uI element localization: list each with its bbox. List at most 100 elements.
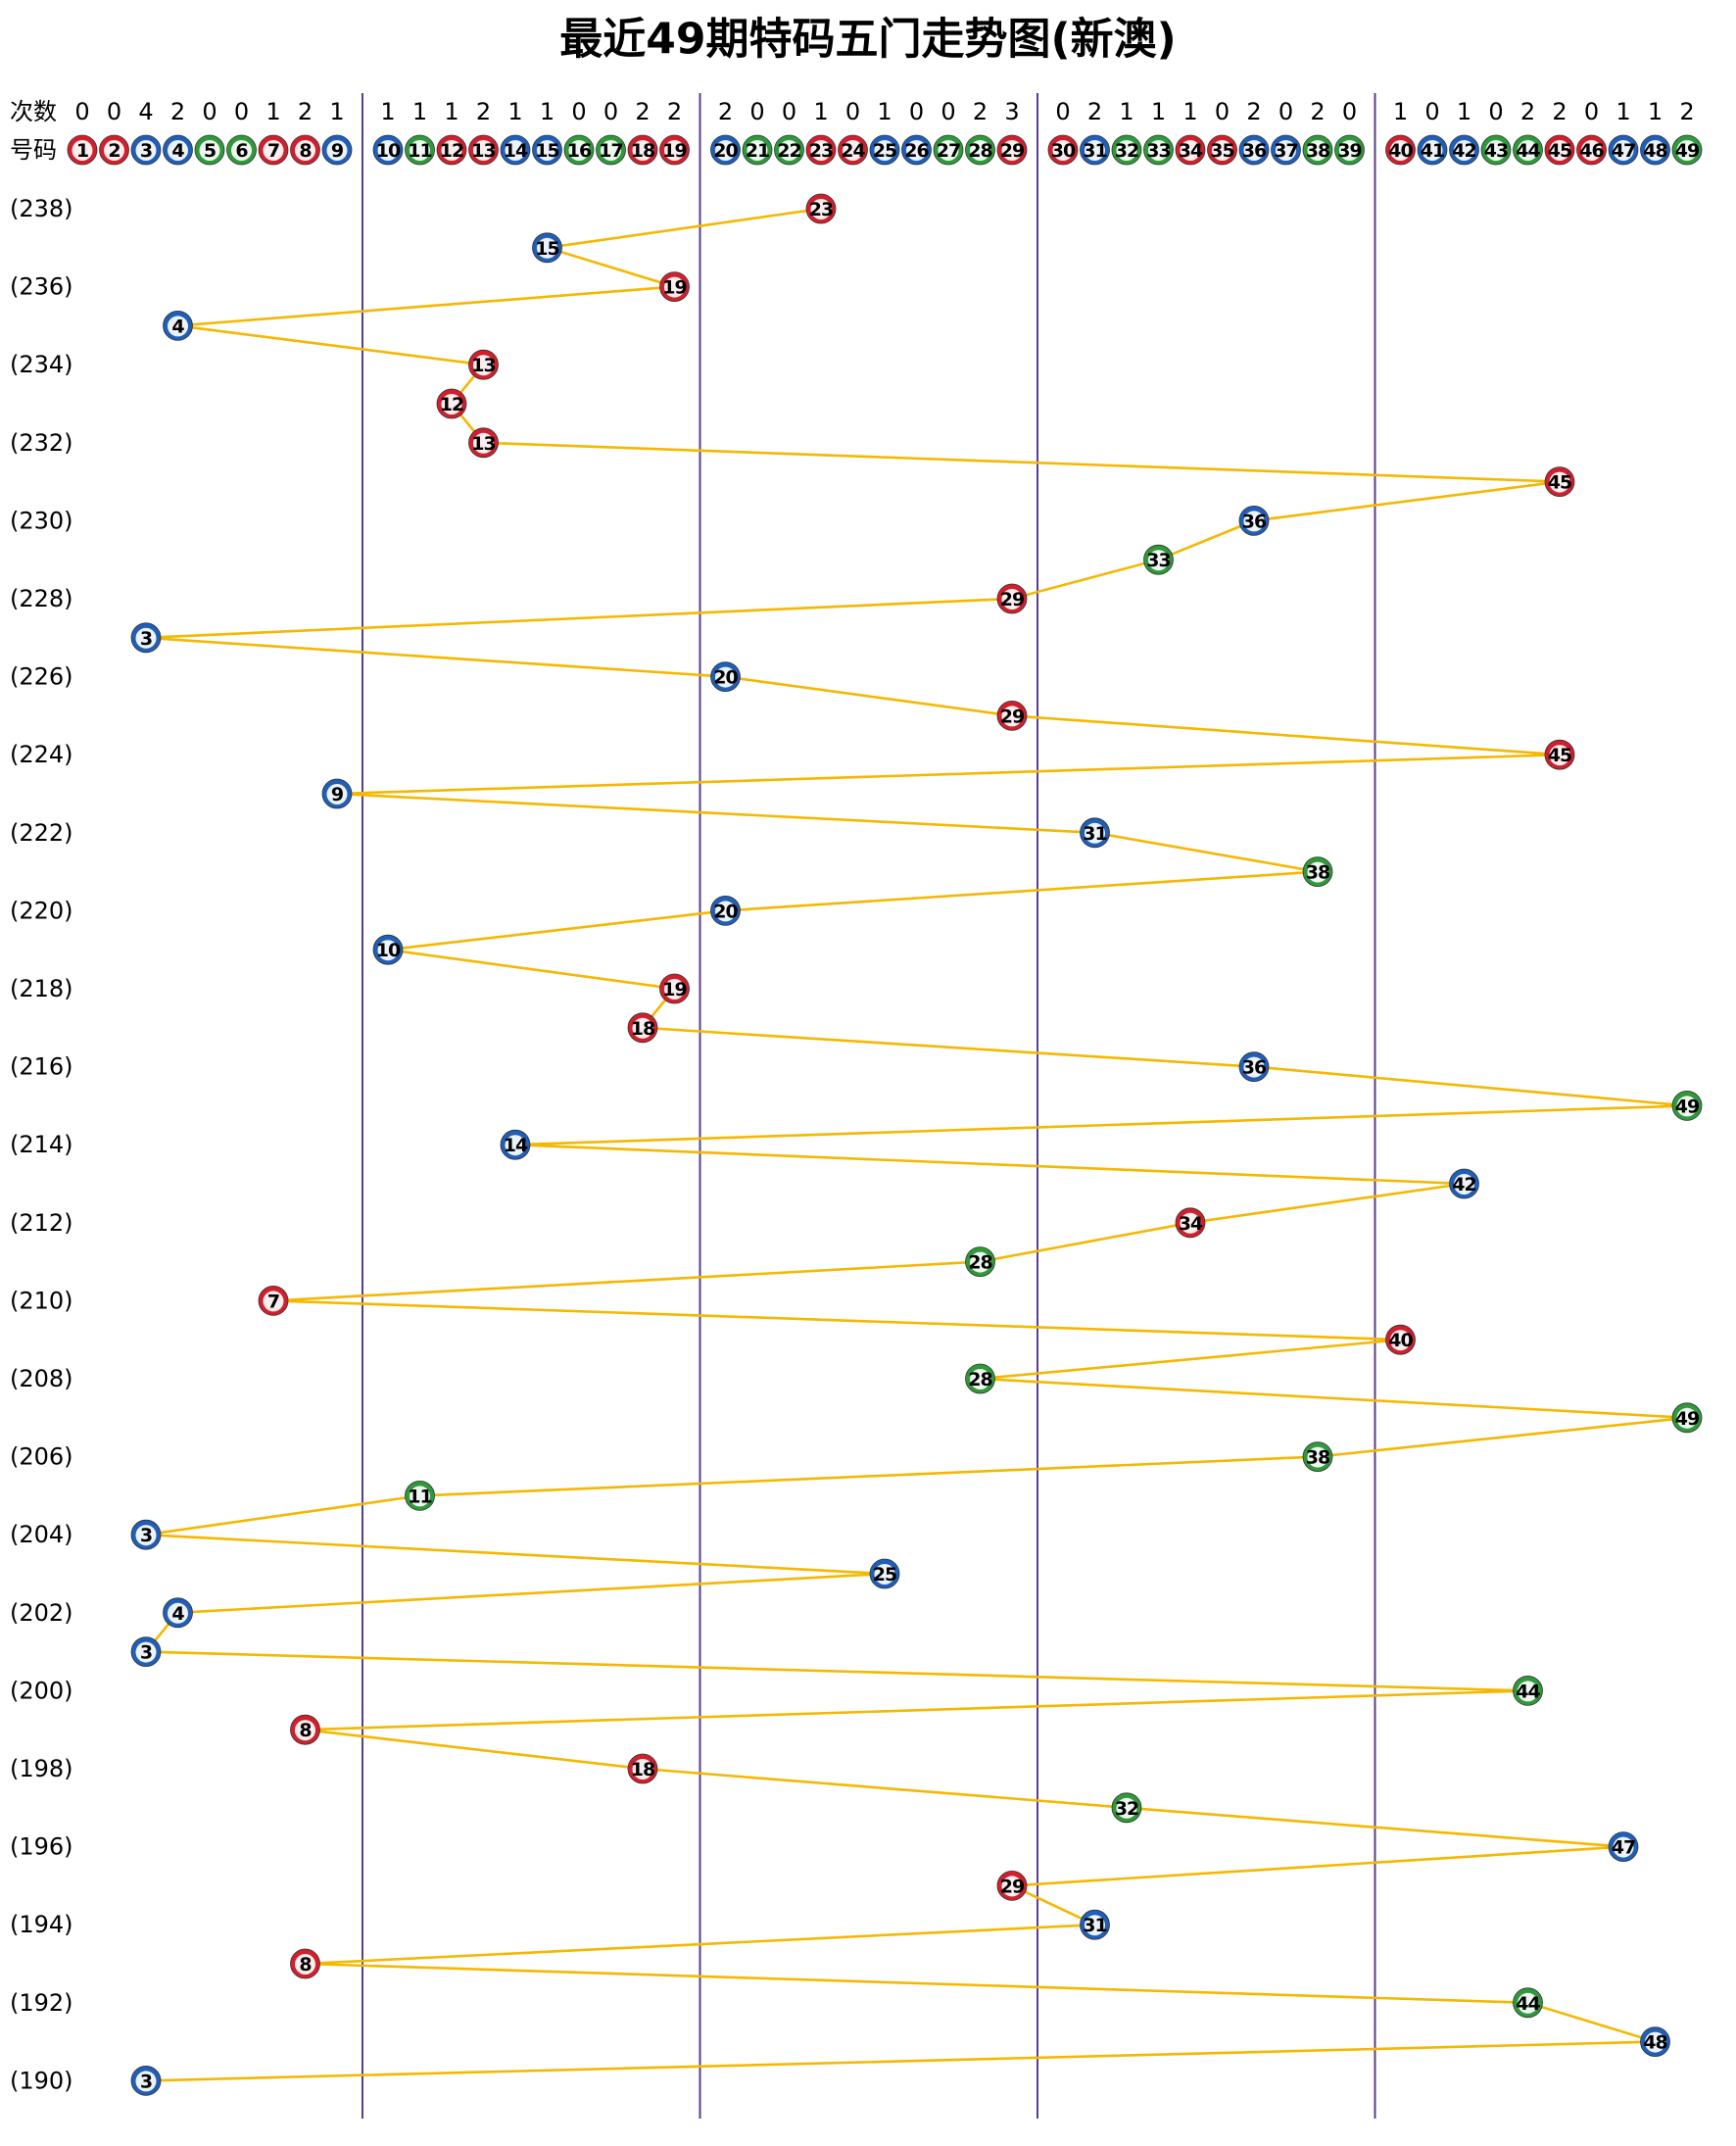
ball-face <box>1243 511 1265 532</box>
ball-number: 5 <box>204 140 216 162</box>
count: 0 <box>74 98 89 125</box>
header-ball: 2 <box>99 134 129 166</box>
data-ball: 44 <box>1513 1987 1543 2019</box>
header-ball: 49 <box>1671 134 1703 166</box>
header-ball: 45 <box>1544 134 1575 166</box>
ball-number: 25 <box>873 1564 896 1585</box>
ball-face <box>1549 140 1570 161</box>
count: 2 <box>973 98 988 125</box>
period-label: (232) <box>10 429 73 457</box>
count: 2 <box>635 98 650 125</box>
header-ball: 25 <box>869 134 900 166</box>
ball-number: 29 <box>1000 706 1024 727</box>
ball-face <box>715 901 736 922</box>
data-ball: 19 <box>659 973 690 1004</box>
period-label: (194) <box>10 1911 73 1938</box>
header-ball: 17 <box>596 134 626 166</box>
ball-face <box>632 140 653 161</box>
ball-number: 7 <box>267 140 279 162</box>
header-ball: 40 <box>1385 134 1416 166</box>
ball-number: 49 <box>1675 140 1699 162</box>
ball-face <box>1549 471 1570 493</box>
data-ball: 20 <box>710 661 741 692</box>
count: 2 <box>1246 98 1261 125</box>
data-ball: 31 <box>1080 817 1110 849</box>
ball-face <box>1001 706 1023 727</box>
ball-number: 45 <box>1548 472 1571 494</box>
ball-face <box>747 140 768 161</box>
data-ball: 3 <box>130 2065 162 2096</box>
header-ball: 26 <box>901 134 932 166</box>
ball-number: 18 <box>631 1759 655 1780</box>
header-ball: 36 <box>1238 134 1270 166</box>
period-label: (206) <box>10 1443 73 1471</box>
data-ball: 44 <box>1513 1676 1543 1706</box>
count: 2 <box>1310 98 1325 125</box>
ball-number: 36 <box>1242 140 1267 162</box>
count: 0 <box>1055 98 1070 125</box>
ball-number: 40 <box>1388 1330 1413 1351</box>
ball-face <box>1422 140 1443 161</box>
data-ball: 10 <box>372 934 404 965</box>
period-label: (202) <box>10 1599 73 1627</box>
count: 2 <box>1087 98 1102 125</box>
ball-face <box>1676 140 1698 161</box>
count: 0 <box>202 98 217 125</box>
data-ball: 33 <box>1143 544 1174 575</box>
ball-number: 20 <box>713 901 738 922</box>
ball-face <box>168 140 188 161</box>
ball-face <box>168 316 188 337</box>
ball-number: 26 <box>904 140 929 162</box>
period-label: (236) <box>10 273 73 301</box>
ball-face <box>1180 1212 1201 1234</box>
ball-face <box>505 1135 526 1156</box>
ball-number: 17 <box>599 140 622 162</box>
ball-face <box>1307 140 1328 161</box>
count: 0 <box>571 98 586 125</box>
count: 1 <box>444 98 458 125</box>
ball-number: 39 <box>1337 140 1361 162</box>
ball-face <box>505 140 526 161</box>
data-ball: 13 <box>468 349 499 380</box>
count: 2 <box>667 98 682 125</box>
period-label: (234) <box>10 351 73 378</box>
ball-face <box>970 1251 990 1273</box>
ball-number: 3 <box>140 2071 152 2092</box>
ball-number: 44 <box>1516 1993 1540 2015</box>
ball-face <box>263 1291 284 1312</box>
ball-number: 22 <box>777 140 800 162</box>
ball-face <box>632 1759 653 1780</box>
data-ball: 23 <box>805 193 837 224</box>
ball-face <box>715 666 736 688</box>
count: 0 <box>107 98 121 125</box>
header-ball: 15 <box>532 134 562 166</box>
ball-number: 12 <box>440 140 463 162</box>
ball-face <box>263 140 284 161</box>
ball-number: 13 <box>471 140 495 162</box>
header-ball: 13 <box>468 134 499 166</box>
period-label: (238) <box>10 195 73 222</box>
count: 0 <box>1488 98 1503 125</box>
data-ball: 48 <box>1640 2026 1670 2058</box>
ball-face <box>326 140 348 161</box>
ball-face <box>441 140 462 161</box>
ball-face <box>810 140 832 161</box>
count: 1 <box>1182 98 1197 125</box>
data-ball: 49 <box>1671 1402 1703 1434</box>
ball-face <box>135 1525 157 1546</box>
header-ball: 6 <box>226 134 257 166</box>
count: 1 <box>1457 98 1471 125</box>
ball-number: 11 <box>408 140 431 162</box>
ball-number: 1 <box>76 140 88 162</box>
count: 1 <box>1151 98 1166 125</box>
ball-number: 27 <box>937 140 960 162</box>
header-ball: 27 <box>933 134 964 166</box>
ball-number: 18 <box>631 140 655 162</box>
header-ball: 47 <box>1608 134 1639 166</box>
ball-number: 8 <box>299 140 312 162</box>
ball-number: 42 <box>1452 140 1475 162</box>
ball-number: 47 <box>1612 1837 1635 1859</box>
count: 0 <box>1584 98 1599 125</box>
number-label: 号码 <box>10 136 57 164</box>
ball-number: 37 <box>1274 140 1297 162</box>
